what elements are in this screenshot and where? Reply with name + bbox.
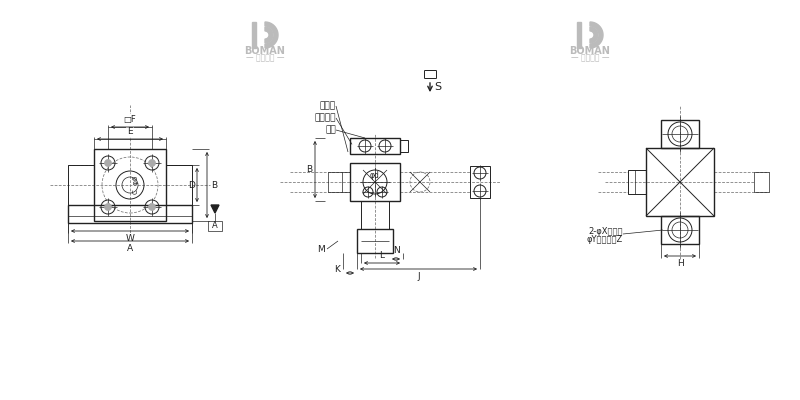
Text: B: B — [211, 180, 217, 190]
Bar — [357, 229, 393, 253]
Polygon shape — [590, 27, 598, 43]
Polygon shape — [252, 22, 256, 48]
Text: N: N — [393, 246, 399, 255]
Bar — [646, 148, 714, 216]
Text: L: L — [379, 251, 385, 260]
Text: K: K — [334, 266, 340, 274]
Polygon shape — [211, 205, 219, 213]
Bar — [470, 166, 490, 198]
Text: BOMAN: BOMAN — [245, 46, 286, 56]
Bar — [68, 165, 94, 205]
Polygon shape — [265, 22, 278, 48]
Polygon shape — [577, 22, 581, 48]
Circle shape — [105, 204, 111, 210]
Text: J: J — [417, 272, 420, 281]
Text: A: A — [212, 222, 218, 230]
Circle shape — [149, 160, 155, 166]
Text: A: A — [127, 244, 133, 253]
Bar — [68, 205, 192, 223]
Bar — [208, 221, 222, 231]
Bar — [661, 120, 699, 148]
Text: φY沉孔深度Z: φY沉孔深度Z — [586, 236, 623, 244]
Bar — [350, 163, 400, 201]
Text: H: H — [677, 259, 683, 268]
Text: — 勃曼工业 —: — 勃曼工业 — — [246, 54, 284, 62]
Text: □F: □F — [124, 115, 136, 124]
Text: E: E — [127, 127, 133, 136]
Text: φd: φd — [370, 172, 380, 180]
Circle shape — [105, 160, 111, 166]
Text: 压盖: 压盖 — [326, 126, 336, 134]
Bar — [328, 172, 350, 192]
Text: S: S — [434, 82, 441, 92]
Text: M: M — [318, 244, 325, 254]
Polygon shape — [265, 27, 273, 43]
Bar — [94, 149, 166, 221]
Text: — 勃曼工业 —: — 勃曼工业 — — [570, 54, 610, 62]
Bar — [400, 140, 408, 152]
Text: 2-φX通孔后: 2-φX通孔后 — [589, 226, 623, 236]
Bar — [628, 170, 646, 194]
Circle shape — [149, 204, 155, 210]
Polygon shape — [590, 22, 603, 48]
Text: W: W — [126, 234, 134, 243]
Text: BOMAN: BOMAN — [570, 46, 610, 56]
Bar — [661, 216, 699, 244]
Bar — [754, 172, 769, 192]
Bar — [166, 165, 192, 205]
Text: B: B — [306, 165, 312, 174]
Bar — [350, 138, 400, 154]
Bar — [361, 201, 389, 229]
Text: D: D — [188, 180, 195, 190]
Text: 定位块: 定位块 — [320, 102, 336, 110]
Text: 止动螺杆: 止动螺杆 — [314, 114, 336, 122]
Text: C  φ6: C φ6 — [133, 176, 139, 194]
